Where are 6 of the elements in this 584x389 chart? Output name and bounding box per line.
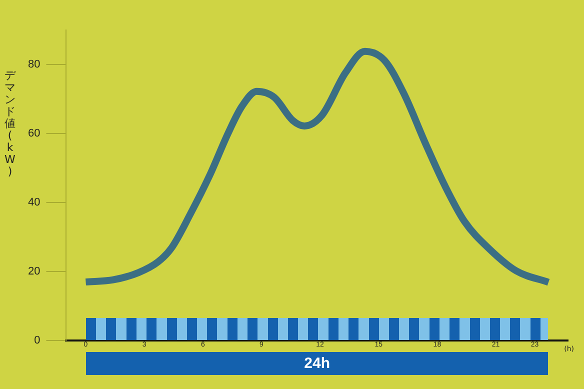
y-tick-label: 40 (28, 196, 40, 209)
y-tick-label: 80 (28, 58, 40, 71)
text: デマンド値(kW) (4, 69, 16, 178)
y-tick-label: 20 (28, 266, 40, 278)
text: 24h (86, 352, 548, 375)
y-tick-label: 60 (28, 128, 40, 140)
